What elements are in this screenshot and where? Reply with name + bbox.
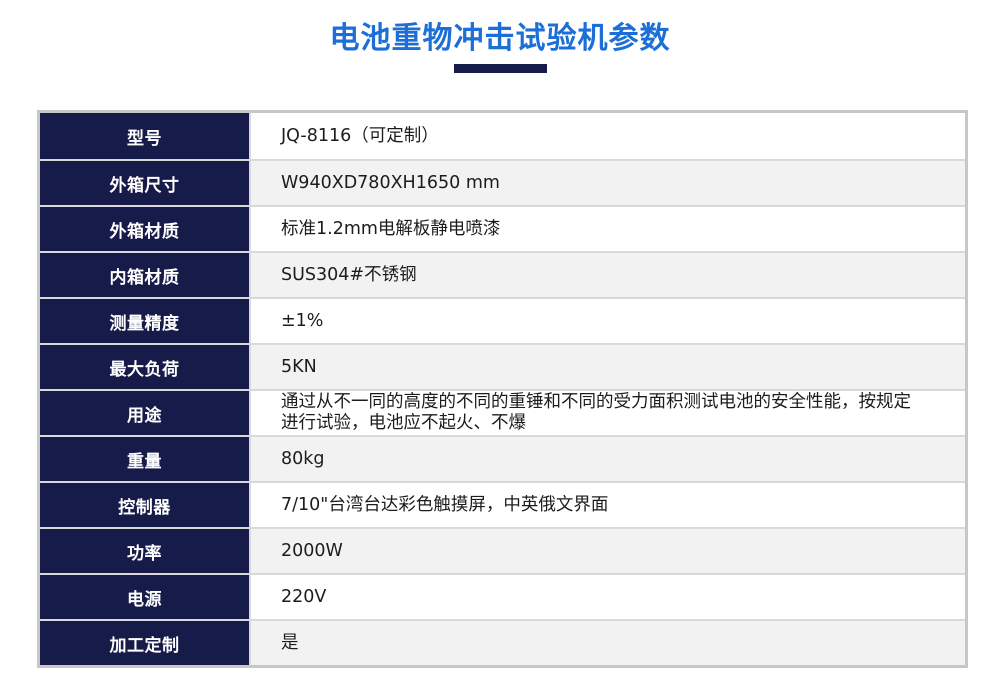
spec-value: 7/10"台湾台达彩色触摸屏，中英俄文界面 bbox=[251, 483, 965, 527]
spec-label: 控制器 bbox=[40, 483, 251, 527]
spec-value: ±1% bbox=[251, 299, 965, 343]
table-row: 外箱尺寸 W940XD780XH1650 mm bbox=[40, 159, 965, 205]
spec-label: 电源 bbox=[40, 575, 251, 619]
spec-label: 内箱材质 bbox=[40, 253, 251, 297]
table-row: 加工定制 是 bbox=[40, 619, 965, 665]
spec-value: 通过从不一同的高度的不同的重锤和不同的受力面积测试电池的安全性能，按规定进行试验… bbox=[251, 391, 965, 435]
table-row: 用途 通过从不一同的高度的不同的重锤和不同的受力面积测试电池的安全性能，按规定进… bbox=[40, 389, 965, 435]
spec-label: 功率 bbox=[40, 529, 251, 573]
spec-value: 80kg bbox=[251, 437, 965, 481]
table-row: 重量 80kg bbox=[40, 435, 965, 481]
spec-value: 是 bbox=[251, 621, 965, 665]
table-row: 型号 JQ-8116（可定制） bbox=[40, 113, 965, 159]
spec-value: W940XD780XH1650 mm bbox=[251, 161, 965, 205]
spec-label: 外箱尺寸 bbox=[40, 161, 251, 205]
page-header: 电池重物冲击试验机参数 bbox=[0, 0, 1000, 73]
spec-value: 标准1.2mm电解板静电喷漆 bbox=[251, 207, 965, 251]
table-row: 功率 2000W bbox=[40, 527, 965, 573]
table-row: 内箱材质 SUS304#不锈钢 bbox=[40, 251, 965, 297]
table-row: 外箱材质 标准1.2mm电解板静电喷漆 bbox=[40, 205, 965, 251]
table-row: 控制器 7/10"台湾台达彩色触摸屏，中英俄文界面 bbox=[40, 481, 965, 527]
table-row: 最大负荷 5KN bbox=[40, 343, 965, 389]
spec-table: 型号 JQ-8116（可定制） 外箱尺寸 W940XD780XH1650 mm … bbox=[37, 110, 968, 668]
table-row: 电源 220V bbox=[40, 573, 965, 619]
spec-label: 测量精度 bbox=[40, 299, 251, 343]
spec-value: JQ-8116（可定制） bbox=[251, 113, 965, 159]
spec-label: 用途 bbox=[40, 391, 251, 435]
spec-value: SUS304#不锈钢 bbox=[251, 253, 965, 297]
spec-value: 5KN bbox=[251, 345, 965, 389]
spec-label: 外箱材质 bbox=[40, 207, 251, 251]
spec-label: 最大负荷 bbox=[40, 345, 251, 389]
page-title: 电池重物冲击试验机参数 bbox=[329, 21, 671, 56]
spec-label: 重量 bbox=[40, 437, 251, 481]
spec-value: 2000W bbox=[251, 529, 965, 573]
spec-value: 220V bbox=[251, 575, 965, 619]
title-underline bbox=[453, 64, 547, 73]
table-row: 测量精度 ±1% bbox=[40, 297, 965, 343]
spec-label: 型号 bbox=[40, 113, 251, 159]
spec-label: 加工定制 bbox=[40, 621, 251, 665]
